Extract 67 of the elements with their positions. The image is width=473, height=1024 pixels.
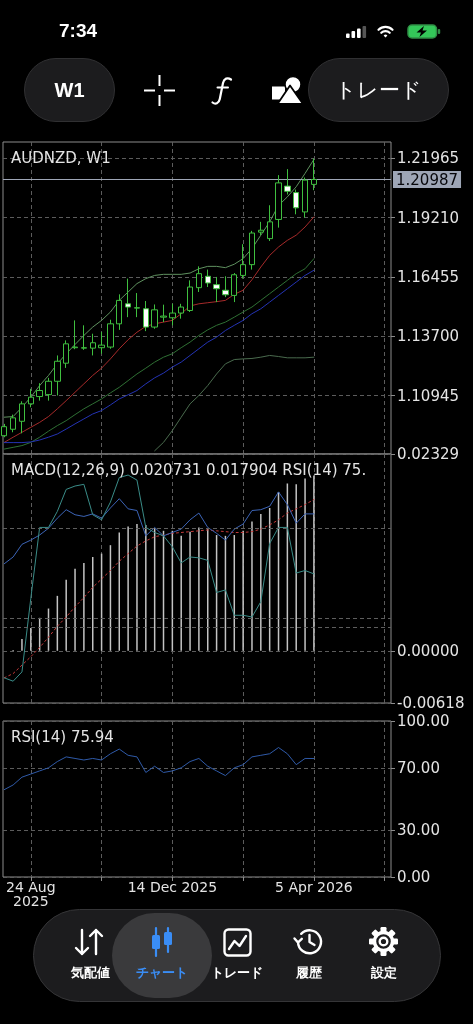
line-series: [3, 216, 315, 443]
candlestick: [222, 275, 229, 298]
text: 7:34: [58, 19, 98, 43]
candlestick: [10, 414, 16, 433]
chart-title: MACD(12,26,9) 0.020731 0.017904 RSI(14) 75.: [11, 460, 367, 479]
y-tick-label: 0.02329: [397, 445, 460, 463]
y-tick-label: 70.00: [397, 758, 440, 777]
candlestick: [240, 243, 246, 280]
y-tick-label: 0.00: [397, 868, 431, 886]
candlestick: [160, 304, 167, 323]
candlestick: [267, 204, 273, 242]
rounded-button: W1: [24, 58, 115, 122]
candlestick: [151, 303, 158, 330]
y-tick-label: 1.13700: [397, 327, 460, 346]
candlestick: [311, 158, 317, 191]
candlestick: [169, 303, 176, 326]
candlestick: [293, 189, 299, 215]
candlestick: [213, 276, 220, 303]
x-tick-label: 24 Aug 2025: [6, 879, 56, 909]
ref-line-label: 1.20987: [396, 170, 459, 189]
candlestick: [187, 279, 193, 313]
candlestick: [258, 221, 264, 236]
x-tick-label: 5 Apr 2026: [275, 879, 353, 895]
y-tick-label: 1.16455: [397, 268, 460, 287]
candlestick: [19, 400, 25, 434]
y-tick-label: 1.21965: [397, 149, 460, 168]
chart-title: RSI(14) 75.94: [11, 727, 114, 746]
candlestick: [45, 377, 52, 402]
candlestick: [231, 272, 237, 303]
candlestick: [36, 382, 43, 402]
candlestick: [81, 324, 87, 351]
text: 履歴: [295, 964, 323, 982]
candlestick: [284, 168, 291, 195]
candlestick: [63, 339, 69, 369]
candlestick: [302, 177, 308, 219]
candlestick: [143, 300, 149, 332]
candlestick: [72, 319, 78, 350]
line-series: [3, 747, 315, 791]
candlestick: [1, 423, 7, 438]
candlestick: [196, 265, 202, 293]
candlestick: [54, 354, 61, 396]
candlestick: [107, 319, 114, 350]
candlestick: [125, 278, 131, 318]
y-tick-label: -0.00618: [397, 694, 465, 712]
text: トレード: [210, 964, 264, 982]
text: 設定: [370, 964, 398, 982]
y-tick-label: 100.00: [397, 712, 450, 730]
candlestick: [178, 303, 184, 320]
candlestick: [205, 269, 211, 288]
text: 気配値: [69, 964, 111, 982]
text: チャート: [135, 964, 189, 982]
candlestick: [28, 388, 34, 408]
y-tick-label: 30.00: [397, 821, 440, 840]
x-tick-label: 14 Dec 2025: [127, 879, 218, 895]
candlestick: [116, 293, 122, 331]
rounded-button: トレード: [308, 58, 449, 122]
candlestick: [249, 230, 255, 271]
candlestick: [90, 333, 96, 356]
candlestick: [275, 174, 282, 229]
candlestick: [134, 292, 140, 318]
y-tick-label: 1.10945: [397, 386, 460, 405]
y-tick-label: 0.00000: [397, 641, 460, 660]
line-series: [3, 491, 315, 565]
text: AUDNZD, W1: [11, 148, 111, 167]
y-tick-label: 1.19210: [397, 208, 460, 227]
line-series: [154, 354, 315, 452]
candlestick: [98, 331, 105, 355]
